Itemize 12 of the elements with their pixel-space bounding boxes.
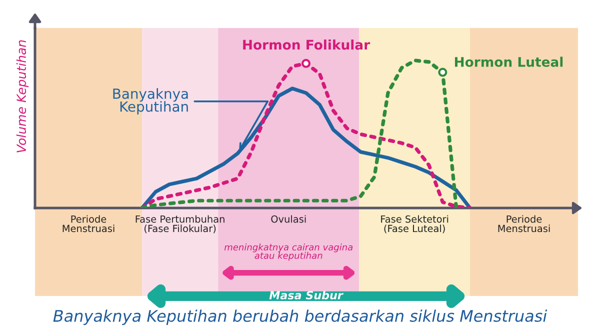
annotation: Hormon Folikular [243, 40, 370, 50]
text: Masa Subur [269, 290, 344, 300]
text: Periode Menstruasi [62, 215, 114, 232]
text: meningkatnya cairan vagina atau keputihan [224, 244, 353, 261]
text: Fase Pertumbuhan (Fase Filokular) [136, 215, 224, 234]
text: Fase Sektetori (Fase Luteal) [381, 215, 448, 234]
annotation: Hormon Luteal [454, 56, 563, 67]
text: Ovulasi [271, 215, 306, 223]
text: Volume Keputihan [16, 40, 28, 152]
annotation: Banyaknya Keputihan [113, 88, 188, 115]
text: Periode Menstruasi [498, 215, 550, 232]
text: Banyaknya Keputihan berubah berdasarkan siklus Menstruasi [53, 310, 548, 326]
